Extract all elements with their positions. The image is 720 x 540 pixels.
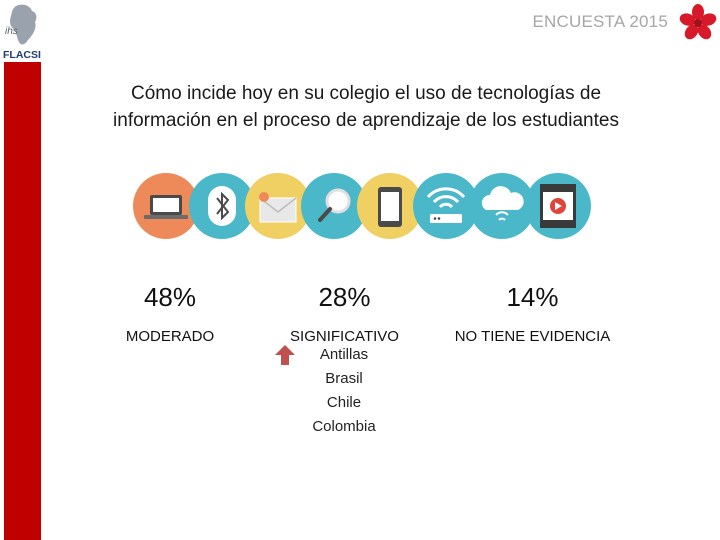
country-item: Colombia xyxy=(312,418,376,435)
smartphone-icon xyxy=(357,173,423,239)
survey-year-title: ENCUESTA 2015 xyxy=(532,12,668,31)
country-item: Antillas xyxy=(319,346,369,363)
svg-text:FLACSI: FLACSI xyxy=(3,49,41,60)
stat-significativo: 28% SIGNIFICATIVO xyxy=(277,282,412,345)
bluetooth-icon xyxy=(189,173,255,239)
wifi-router-icon xyxy=(413,173,479,239)
svg-text:ihs: ihs xyxy=(5,26,18,37)
stat-percent: 48% xyxy=(143,282,197,312)
video-player-icon xyxy=(525,173,591,239)
country-item: Brasil xyxy=(325,370,363,387)
question-line-1: Cómo incide hoy en su colegio el uso de … xyxy=(130,83,602,104)
stat-label: MODERADO xyxy=(125,328,215,345)
stat-label: NO TIENE EVIDENCIA xyxy=(454,328,611,345)
survey-question: Cómo incide hoy en su colegio el uso de … xyxy=(52,80,680,134)
sidebar-accent-bar xyxy=(4,62,41,540)
country-list: Antillas Brasil Chile Colombia xyxy=(300,343,388,439)
ihs-flacsi-logo: ihs FLACSI xyxy=(3,4,41,60)
stat-label: SIGNIFICATIVO xyxy=(290,328,399,345)
cloud-icon xyxy=(469,173,535,239)
stat-percent: 28% xyxy=(318,282,371,312)
email-icon xyxy=(245,173,311,239)
stat-moderado: 48% MODERADO xyxy=(110,282,230,345)
up-arrow-icon xyxy=(275,345,295,365)
question-line-2: información en el proceso de aprendizaje… xyxy=(113,110,619,131)
flower-logo-icon xyxy=(679,4,717,40)
magnifier-icon xyxy=(301,173,367,239)
country-item: Chile xyxy=(326,394,362,411)
laptop-icon xyxy=(133,173,199,239)
stat-no-evidencia: 14% NO TIENE EVIDENCIA xyxy=(440,282,625,345)
stat-percent: 14% xyxy=(506,282,559,312)
technology-icons-strip xyxy=(133,173,591,239)
